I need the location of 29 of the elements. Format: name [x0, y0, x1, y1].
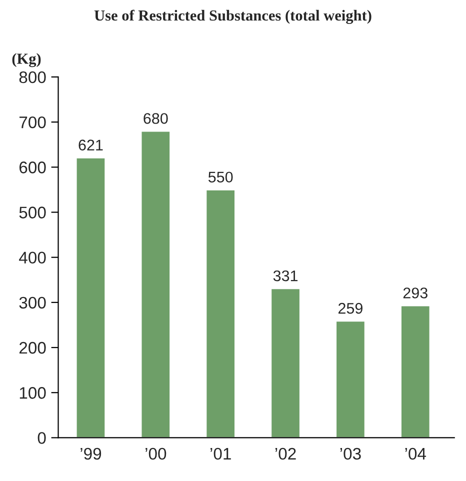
data-label: 293	[403, 288, 428, 298]
bar	[270, 288, 301, 438]
bar	[75, 156, 106, 438]
data-label: 621	[78, 140, 103, 150]
y-tick-label: 800	[19, 71, 46, 84]
y-tick-label: 500	[19, 206, 46, 218]
y-axis-title: (Kg)	[12, 53, 41, 68]
data-label: 331	[273, 270, 298, 282]
x-tick-label: ’99	[80, 448, 102, 460]
x-tick-label: ’03	[340, 448, 361, 460]
x-tick-label: ’00	[146, 448, 166, 460]
y-tick-label: 700	[19, 116, 46, 128]
y-tick-label: 100	[20, 387, 46, 399]
x-tick-label: ’04	[405, 448, 426, 460]
x-tick-label: ’02	[275, 448, 296, 460]
y-tick-label: 400	[19, 252, 46, 264]
bar	[335, 320, 366, 438]
y-tick-label: 0	[38, 432, 46, 444]
bar	[205, 189, 236, 438]
chart-title: Use of Restricted Substances (total weight)	[94, 10, 372, 24]
y-tick-label: 600	[19, 162, 46, 174]
y-tick-label: 200	[19, 342, 46, 354]
data-label: 550	[208, 172, 233, 183]
x-tick-label: ’01	[210, 448, 231, 460]
bar	[400, 304, 431, 438]
data-label: 680	[144, 113, 168, 124]
data-label: 259	[338, 302, 362, 314]
bar	[140, 130, 171, 438]
y-tick-label: 300	[19, 296, 46, 309]
